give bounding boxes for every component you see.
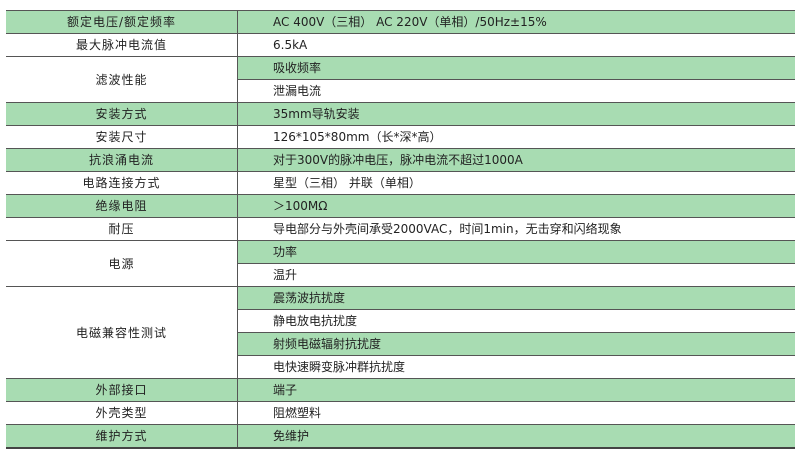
spec-table: 额定电压/额定频率 AC 400V（三相） AC 220V（单相）/50Hz±15… (6, 10, 795, 449)
spec-value: 6.5kA (237, 33, 795, 57)
table-row: 额定电压/额定频率 AC 400V（三相） AC 220V（单相）/50Hz±15… (6, 10, 795, 34)
spec-label: 维护方式 (6, 424, 238, 449)
table-row: 电快速瞬变脉冲群抗扰度 (6, 355, 795, 379)
spec-label: 外壳类型 (6, 401, 238, 425)
spec-value: 端子 (237, 378, 795, 402)
table-row: 维护方式 免维护 (6, 424, 795, 449)
table-row: 耐压 导电部分与外壳间承受2000VAC，时间1min，无击穿和闪络现象 (6, 217, 795, 241)
table-row: 滤波性能 吸收频率 (6, 56, 795, 103)
spec-value: 免维护 (237, 424, 795, 449)
spec-value: 温升 (237, 263, 795, 287)
spec-label: 绝缘电阻 (6, 194, 238, 218)
table-row: 外壳类型 阻燃塑料 (6, 401, 795, 425)
spec-value: 电快速瞬变脉冲群抗扰度 (237, 355, 795, 379)
spec-value: 功率 (237, 240, 795, 264)
spec-value: ＞100MΩ (237, 194, 795, 218)
spec-value: 星型（三相） 并联（单相） (237, 171, 795, 195)
table-row: 泄漏电流 (6, 79, 795, 103)
table-row: 电路连接方式 星型（三相） 并联（单相） (6, 171, 795, 195)
spec-value: 导电部分与外壳间承受2000VAC，时间1min，无击穿和闪络现象 (237, 217, 795, 241)
spec-value: AC 400V（三相） AC 220V（单相）/50Hz±15% (237, 10, 795, 34)
spec-label: 耐压 (6, 217, 238, 241)
table-row: 外部接口 端子 (6, 378, 795, 402)
table-row: 温升 (6, 263, 795, 287)
spec-value: 126*105*80mm（长*深*高） (237, 125, 795, 149)
spec-value: 射频电磁辐射抗扰度 (237, 332, 795, 356)
spec-label: 电源 (6, 240, 238, 287)
spec-value: 对于300V的脉冲电压，脉冲电流不超过1000A (237, 148, 795, 172)
spec-value: 阻燃塑料 (237, 401, 795, 425)
spec-label: 安装尺寸 (6, 125, 238, 149)
spec-label: 安装方式 (6, 102, 238, 126)
table-row: 最大脉冲电流值 6.5kA (6, 33, 795, 57)
table-row: 绝缘电阻 ＞100MΩ (6, 194, 795, 218)
spec-value: 静电放电抗扰度 (237, 309, 795, 333)
spec-label: 电磁兼容性测试 (6, 286, 238, 379)
spec-value: 吸收频率 (237, 56, 795, 80)
spec-label: 外部接口 (6, 378, 238, 402)
spec-value: 35mm导轨安装 (237, 102, 795, 126)
spec-label: 额定电压/额定频率 (6, 10, 238, 34)
spec-value: 震荡波抗扰度 (237, 286, 795, 310)
spec-label: 电路连接方式 (6, 171, 238, 195)
table-row: 电磁兼容性测试 震荡波抗扰度 (6, 286, 795, 379)
table-row: 安装尺寸 126*105*80mm（长*深*高） (6, 125, 795, 149)
table-row: 安装方式 35mm导轨安装 (6, 102, 795, 126)
spec-label: 滤波性能 (6, 56, 238, 103)
spec-label: 抗浪涌电流 (6, 148, 238, 172)
spec-label: 最大脉冲电流值 (6, 33, 238, 57)
table-row: 抗浪涌电流 对于300V的脉冲电压，脉冲电流不超过1000A (6, 148, 795, 172)
spec-value: 泄漏电流 (237, 79, 795, 103)
table-row: 电源 功率 (6, 240, 795, 287)
